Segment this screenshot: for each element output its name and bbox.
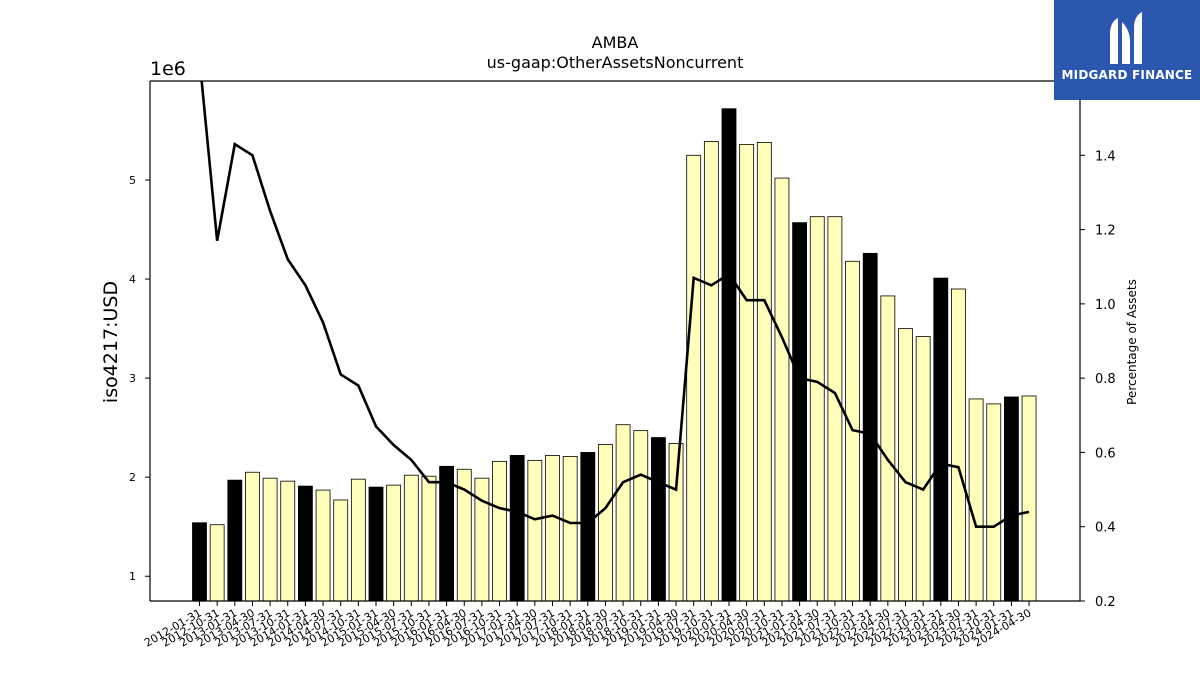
- bar: [951, 288, 966, 602]
- bar: [192, 522, 207, 602]
- bar: [915, 336, 931, 602]
- x-ticks: 2012-01-312012-10-312013-01-312013-04-30…: [142, 601, 1034, 650]
- bar: [333, 499, 349, 602]
- bar: [686, 154, 702, 602]
- y2-tick-label: 0.6: [1095, 446, 1116, 461]
- bar: [562, 455, 578, 602]
- bar: [315, 489, 331, 602]
- y2-ticks: 0.2 0.4 0.6 0.8 1.0 1.2 1.4: [1080, 149, 1116, 610]
- bar: [368, 486, 384, 602]
- logo-mark-icon: [1110, 12, 1142, 64]
- y-tick-label: 2: [129, 471, 136, 484]
- bar: [651, 437, 666, 602]
- bar: [350, 478, 366, 602]
- bar: [827, 216, 843, 602]
- bar: [245, 471, 260, 602]
- bar: [933, 277, 949, 602]
- bar: [1004, 396, 1019, 602]
- bar: [509, 454, 525, 602]
- chart-subtitle: us-gaap:OtherAssetsNoncurrent: [487, 53, 744, 72]
- y2-tick-label: 1.2: [1095, 224, 1116, 239]
- bar: [633, 430, 649, 602]
- bar: [898, 328, 913, 602]
- y2-axis-label: Percentage of Assets: [1125, 279, 1139, 405]
- y-tick-label: 4: [129, 273, 136, 286]
- bar: [598, 444, 613, 602]
- bar: [403, 474, 419, 602]
- bar: [580, 452, 596, 602]
- bar: [968, 398, 984, 602]
- bar: [615, 424, 631, 602]
- bar: [280, 480, 296, 602]
- midgard-finance-logo: MIDGARD FINANCE: [1054, 0, 1200, 100]
- bar: [262, 477, 278, 602]
- bar: [527, 459, 543, 602]
- y-tick-label: 5: [129, 174, 136, 187]
- bar: [809, 216, 825, 602]
- bar: [756, 142, 772, 602]
- logo-text: MIDGARD FINANCE: [1061, 68, 1193, 82]
- y-offset-label: 1e6: [150, 58, 186, 80]
- bar: [421, 475, 437, 602]
- bar: [792, 222, 807, 602]
- bar: [297, 485, 313, 602]
- bar: [492, 460, 507, 602]
- chart-title: AMBA: [592, 33, 639, 52]
- y2-tick-label: 1.0: [1095, 298, 1116, 313]
- y-tick-label: 1: [129, 570, 136, 583]
- bar: [668, 443, 684, 602]
- bar: [862, 252, 878, 602]
- bar-series: [192, 108, 1037, 602]
- y2-tick-label: 0.8: [1095, 372, 1116, 387]
- bar: [545, 454, 560, 602]
- bar: [227, 479, 243, 602]
- bar: [721, 108, 737, 602]
- y-axis-label: iso4217:USD: [100, 281, 122, 403]
- bar: [703, 141, 719, 602]
- bar: [739, 143, 755, 602]
- percentage-line: [200, 81, 1030, 529]
- y2-tick-label: 0.4: [1095, 521, 1116, 536]
- bar: [1021, 395, 1037, 602]
- y-tick-label: 3: [129, 372, 136, 385]
- bar: [386, 484, 402, 602]
- bar: [880, 295, 896, 602]
- bar: [439, 465, 455, 602]
- bar: [774, 177, 790, 602]
- percentage-line-series: [200, 81, 1030, 529]
- bar: [209, 524, 225, 602]
- bar: [986, 403, 1002, 602]
- y2-tick-label: 0.2: [1095, 595, 1116, 610]
- y2-tick-label: 1.4: [1095, 149, 1116, 164]
- y-ticks: 1 2 3 4 5: [129, 174, 150, 583]
